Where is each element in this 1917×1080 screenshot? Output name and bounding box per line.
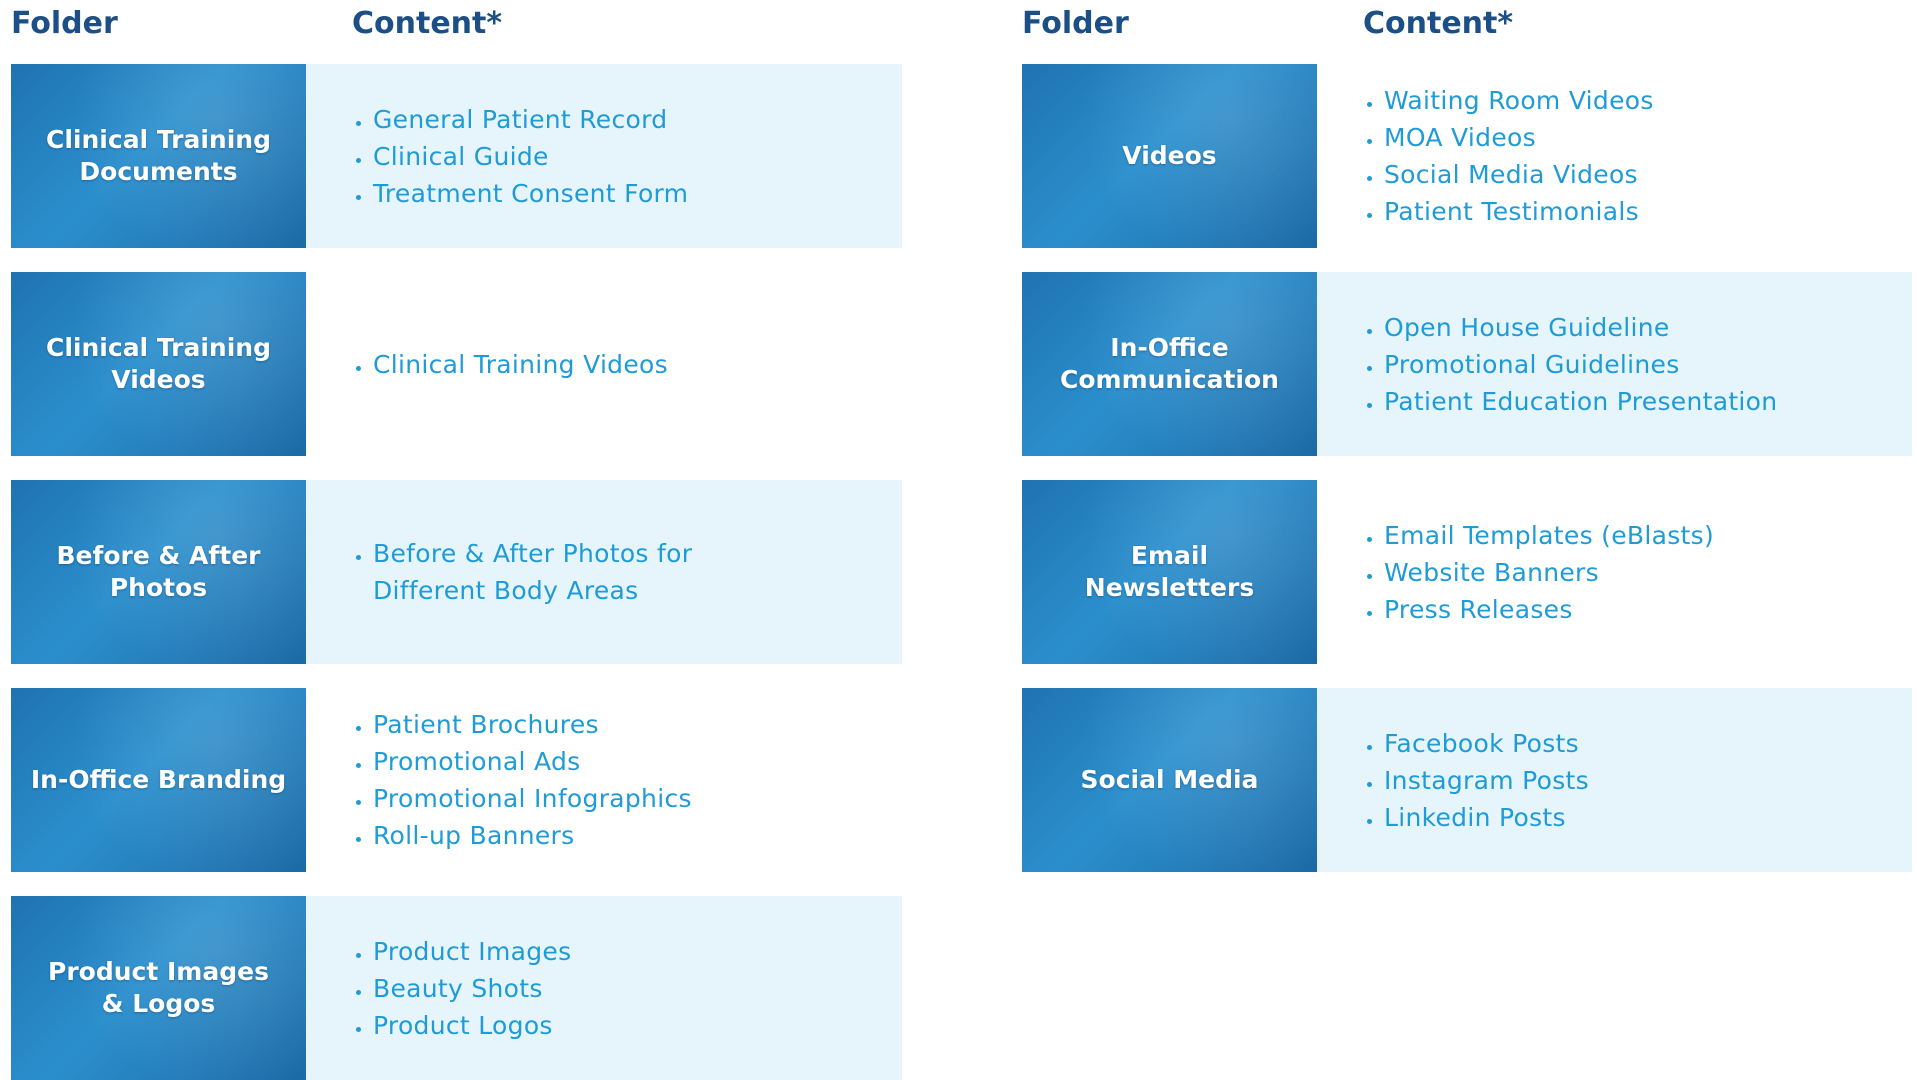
- content-item: Social Media Videos: [1384, 156, 1654, 193]
- folder-label: Newsletters: [1084, 573, 1255, 602]
- content-box: Patient BrochuresPromotional AdsPromotio…: [306, 688, 902, 872]
- content-list: Clinical Training Videos: [306, 346, 668, 383]
- content-item: Patient Testimonials: [1384, 193, 1654, 230]
- content-box: Before & After Photos for Different Body…: [306, 480, 902, 664]
- folder-tile: Email Newsletters: [1022, 480, 1317, 664]
- folder-tile: Clinical Training Videos: [11, 272, 306, 456]
- content-item: Instagram Posts: [1384, 762, 1589, 799]
- folder-label: Social Media: [1080, 765, 1259, 794]
- folder-header: Folder: [1022, 6, 1129, 41]
- content-item: Linkedin Posts: [1384, 799, 1589, 836]
- folder-header: Folder: [11, 6, 118, 41]
- content-item: Facebook Posts: [1384, 725, 1589, 762]
- folder-label: Documents: [79, 157, 238, 186]
- folder-label: Before & After: [56, 541, 261, 570]
- content-box: General Patient RecordClinical GuideTrea…: [306, 64, 902, 248]
- content-list: Waiting Room VideosMOA VideosSocial Medi…: [1317, 82, 1654, 230]
- folder-label: Email: [1130, 541, 1209, 570]
- folder-tile: Product Images & Logos: [11, 896, 306, 1080]
- content-box: Email Templates (eBlasts)Website Banners…: [1317, 480, 1912, 664]
- content-item: Website Banners: [1384, 554, 1714, 591]
- folder-label: Product Images: [48, 957, 269, 986]
- content-item: Email Templates (eBlasts): [1384, 517, 1714, 554]
- content-item: General Patient Record: [373, 101, 688, 138]
- content-item: Product Logos: [373, 1007, 571, 1044]
- content-box: Product ImagesBeauty ShotsProduct Logos: [306, 896, 902, 1080]
- content-item: Before & After Photos for Different Body…: [373, 535, 793, 609]
- folder-label: Communication: [1060, 365, 1279, 394]
- content-item: Treatment Consent Form: [373, 175, 688, 212]
- content-item: Clinical Training Videos: [373, 346, 668, 383]
- content-box: Open House GuidelinePromotional Guidelin…: [1317, 272, 1912, 456]
- content-item: Clinical Guide: [373, 138, 688, 175]
- folder-label: Videos: [111, 365, 206, 394]
- content-item: Promotional Ads: [373, 743, 692, 780]
- content-item: Press Releases: [1384, 591, 1714, 628]
- folder-label: In-Office Branding: [30, 765, 287, 794]
- content-item: Open House Guideline: [1384, 309, 1777, 346]
- content-item: Promotional Guidelines: [1384, 346, 1777, 383]
- content-header: Content*: [1363, 6, 1514, 41]
- folder-label: In-Office: [1110, 333, 1229, 362]
- folder-label: Photos: [109, 573, 208, 602]
- folder-tile: Clinical Training Documents: [11, 64, 306, 248]
- folder-tile: In-Office Branding: [11, 688, 306, 872]
- content-list: Before & After Photos for Different Body…: [306, 535, 793, 609]
- content-list: Open House GuidelinePromotional Guidelin…: [1317, 309, 1777, 420]
- content-item: Waiting Room Videos: [1384, 82, 1654, 119]
- content-header: Content*: [352, 6, 503, 41]
- folder-tile: In-Office Communication: [1022, 272, 1317, 456]
- content-item: Patient Education Presentation: [1384, 383, 1777, 420]
- content-item: MOA Videos: [1384, 119, 1654, 156]
- content-box: Clinical Training Videos: [306, 272, 902, 456]
- content-item: Promotional Infographics: [373, 780, 692, 817]
- content-list: Email Templates (eBlasts)Website Banners…: [1317, 517, 1714, 628]
- content-item: Product Images: [373, 933, 571, 970]
- content-list: Facebook PostsInstagram PostsLinkedin Po…: [1317, 725, 1589, 836]
- content-list: General Patient RecordClinical GuideTrea…: [306, 101, 688, 212]
- content-list: Patient BrochuresPromotional AdsPromotio…: [306, 706, 692, 854]
- content-item: Beauty Shots: [373, 970, 571, 1007]
- folder-tile: Videos: [1022, 64, 1317, 248]
- folder-label: Videos: [1122, 141, 1217, 170]
- content-list: Product ImagesBeauty ShotsProduct Logos: [306, 933, 571, 1044]
- folder-label: Clinical Training: [46, 125, 271, 154]
- content-box: Facebook PostsInstagram PostsLinkedin Po…: [1317, 688, 1912, 872]
- folder-tile: Social Media: [1022, 688, 1317, 872]
- folder-tile: Before & After Photos: [11, 480, 306, 664]
- content-box: Waiting Room VideosMOA VideosSocial Medi…: [1317, 64, 1912, 248]
- folder-label: Clinical Training: [46, 333, 271, 362]
- content-item: Roll-up Banners: [373, 817, 692, 854]
- folder-label: & Logos: [101, 989, 216, 1018]
- content-item: Patient Brochures: [373, 706, 692, 743]
